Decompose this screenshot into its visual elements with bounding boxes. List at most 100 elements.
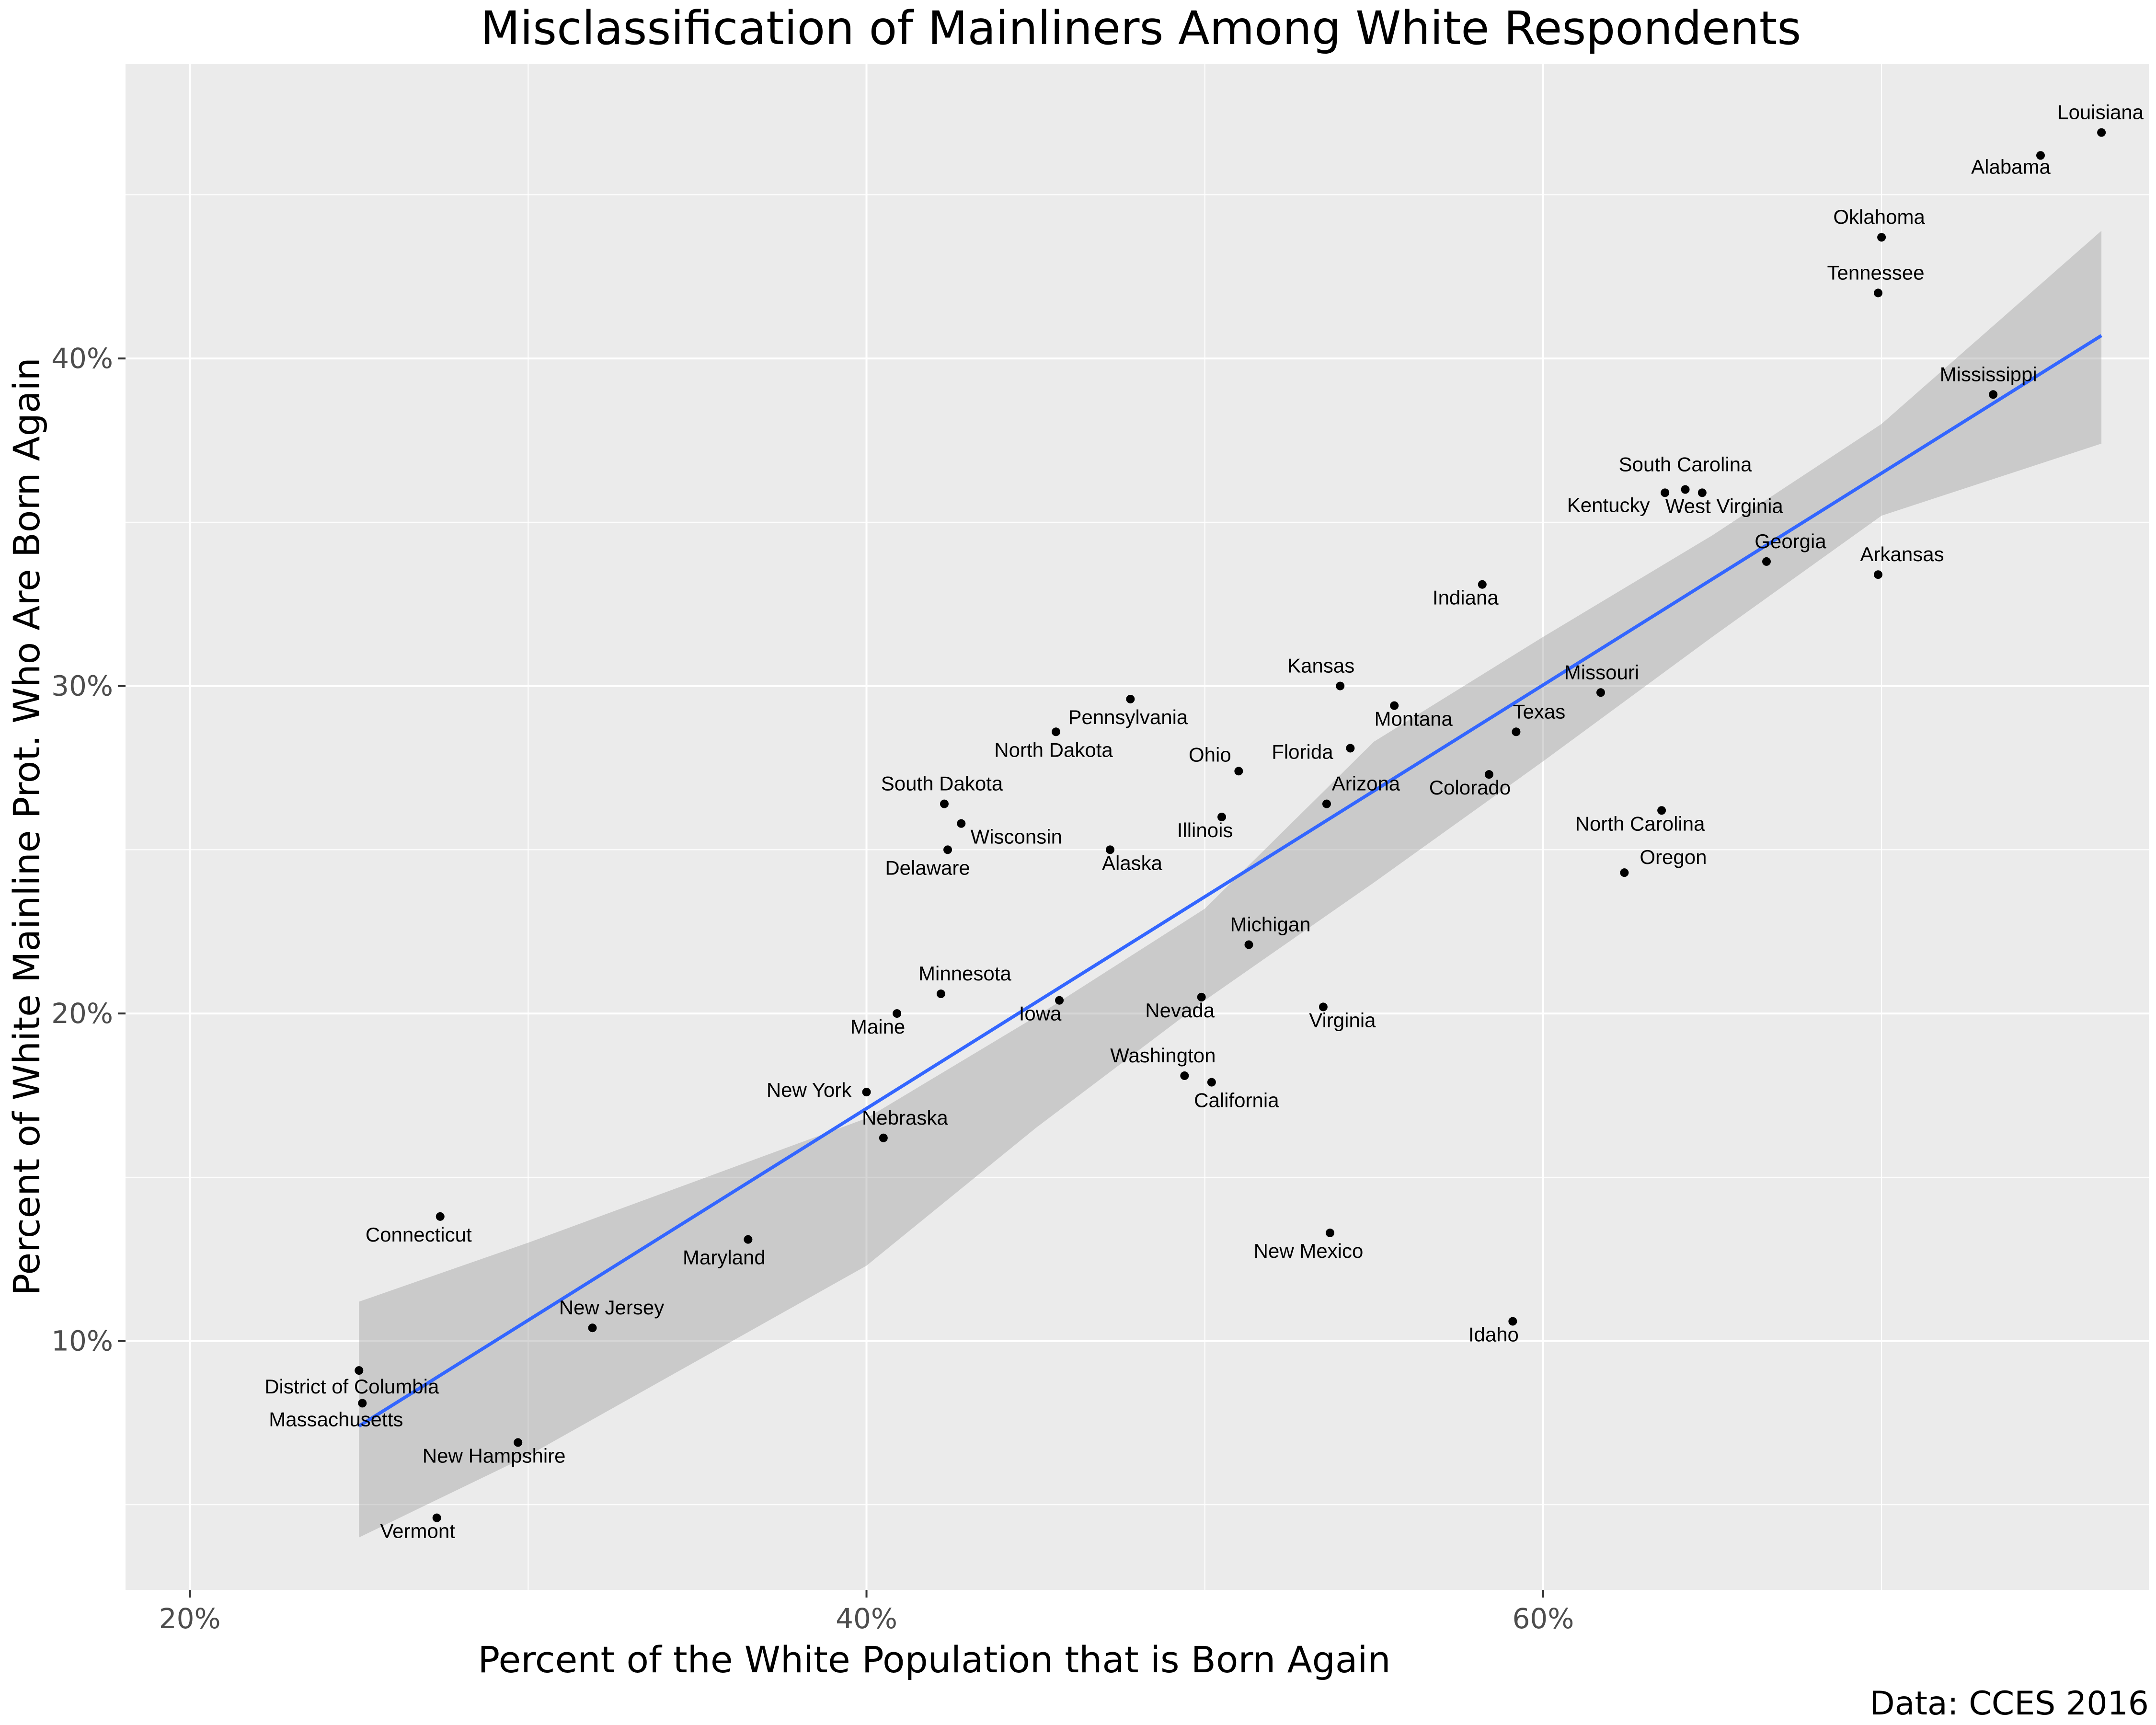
point-label: North Dakota xyxy=(994,738,1113,761)
point-new-york xyxy=(862,1088,871,1097)
point-north-carolina xyxy=(1657,806,1666,815)
x-tick-label: 20% xyxy=(159,1602,221,1635)
point-label: Texas xyxy=(1513,700,1566,723)
y-tick-label: 40% xyxy=(51,342,113,375)
point-label: South Carolina xyxy=(1619,453,1752,476)
point-label: Tennessee xyxy=(1827,261,1924,284)
point-district-of-columbia xyxy=(355,1366,364,1375)
point-maryland xyxy=(744,1235,753,1244)
point-label: Oklahoma xyxy=(1833,206,1925,228)
point-label: New Jersey xyxy=(559,1296,664,1319)
point-label: Mississippi xyxy=(1940,363,2037,385)
point-kentucky xyxy=(1661,488,1670,497)
data-source-caption: Data: CCES 2016 xyxy=(1869,1685,2149,1723)
point-alabama xyxy=(2036,151,2045,160)
point-vermont xyxy=(432,1513,441,1522)
point-label: Louisiana xyxy=(2057,101,2144,124)
point-west-virginia xyxy=(1697,488,1707,497)
y-tick-label: 20% xyxy=(51,997,113,1030)
point-label: Iowa xyxy=(1019,1002,1062,1025)
point-label: Pennsylvania xyxy=(1068,706,1188,728)
point-georgia xyxy=(1762,557,1771,566)
point-kansas xyxy=(1336,681,1345,690)
point-north-dakota xyxy=(1052,727,1061,736)
point-virginia xyxy=(1319,1002,1328,1012)
point-illinois xyxy=(1217,812,1227,821)
y-axis-ticks: 10% 20% 30% 40% xyxy=(51,342,126,1357)
x-tick-label: 60% xyxy=(1512,1602,1574,1635)
point-label: West Virginia xyxy=(1665,494,1784,517)
point-label: Vermont xyxy=(380,1520,455,1542)
point-connecticut xyxy=(436,1212,445,1221)
point-label: District of Columbia xyxy=(264,1375,439,1398)
major-gridlines xyxy=(126,64,2149,1590)
point-label: Idaho xyxy=(1468,1323,1519,1346)
point-south-dakota xyxy=(940,799,949,808)
point-indiana xyxy=(1478,580,1487,589)
point-label: Connecticut xyxy=(366,1223,472,1246)
point-arizona xyxy=(1322,799,1331,808)
point-label: Kansas xyxy=(1287,655,1354,677)
point-label: Arizona xyxy=(1332,772,1400,795)
point-iowa xyxy=(1055,996,1064,1005)
point-label: Montana xyxy=(1374,708,1453,730)
x-tick-label: 40% xyxy=(836,1602,897,1635)
point-new-jersey xyxy=(588,1323,597,1333)
chart-title: Misclassification of Mainliners Among Wh… xyxy=(481,1,1801,55)
point-oklahoma xyxy=(1877,233,1886,242)
point-label: Kentucky xyxy=(1567,494,1650,516)
point-montana xyxy=(1390,701,1399,710)
point-label: Delaware xyxy=(885,856,970,879)
confidence-band xyxy=(359,230,2102,1538)
regression-line-segment xyxy=(358,334,2102,1428)
y-tick-label: 30% xyxy=(51,670,113,702)
point-label: South Dakota xyxy=(881,772,1003,795)
point-label: Illinois xyxy=(1177,819,1233,841)
point-michigan xyxy=(1244,940,1253,949)
point-label: North Carolina xyxy=(1575,812,1705,835)
point-label: Alaska xyxy=(1102,851,1163,874)
point-washington xyxy=(1180,1071,1189,1080)
point-label: New Mexico xyxy=(1254,1240,1364,1262)
plot-panel xyxy=(126,64,2149,1590)
point-label: Missouri xyxy=(1564,661,1639,683)
point-florida xyxy=(1346,744,1355,753)
data-points xyxy=(355,128,2106,1522)
point-south-carolina xyxy=(1681,485,1690,494)
point-colorado xyxy=(1484,770,1493,779)
point-alaska xyxy=(1106,845,1115,854)
point-label: Arkansas xyxy=(1860,543,1944,565)
point-label: Indiana xyxy=(1433,586,1499,609)
point-oregon xyxy=(1620,868,1629,877)
point-label: Nevada xyxy=(1145,999,1215,1022)
point-label: Georgia xyxy=(1755,530,1826,552)
point-label: Wisconsin xyxy=(971,826,1062,848)
point-label: Nebraska xyxy=(862,1106,948,1129)
point-label: Maine xyxy=(850,1015,905,1038)
point-nevada xyxy=(1197,992,1206,1001)
point-label: New Hampshire xyxy=(423,1444,566,1467)
x-axis-ticks: 20% 40% 60% xyxy=(159,1590,1574,1635)
point-ohio xyxy=(1234,767,1243,776)
point-label: New York xyxy=(767,1079,852,1101)
point-label: Florida xyxy=(1272,740,1333,763)
point-label: California xyxy=(1194,1089,1279,1112)
point-label: Virginia xyxy=(1309,1009,1376,1031)
point-label: Alabama xyxy=(1971,155,2051,178)
point-tennessee xyxy=(1874,288,1883,298)
point-idaho xyxy=(1508,1317,1517,1326)
point-missouri xyxy=(1596,688,1605,697)
point-maine xyxy=(893,1009,902,1018)
y-tick-label: 10% xyxy=(51,1325,113,1357)
point-california xyxy=(1207,1078,1216,1087)
point-label: Massachusetts xyxy=(269,1408,403,1430)
point-texas xyxy=(1512,727,1521,736)
minor-gridlines xyxy=(126,64,2149,1590)
point-new-hampshire xyxy=(514,1438,523,1447)
x-axis-title: Percent of the White Population that is … xyxy=(478,1638,1390,1681)
regression-line xyxy=(358,334,2102,1428)
point-label: Washington xyxy=(1110,1044,1216,1067)
point-label: Oregon xyxy=(1640,846,1707,868)
point-labels: Louisiana Alabama Oklahoma Tennessee Mississ… xyxy=(264,101,2144,1542)
